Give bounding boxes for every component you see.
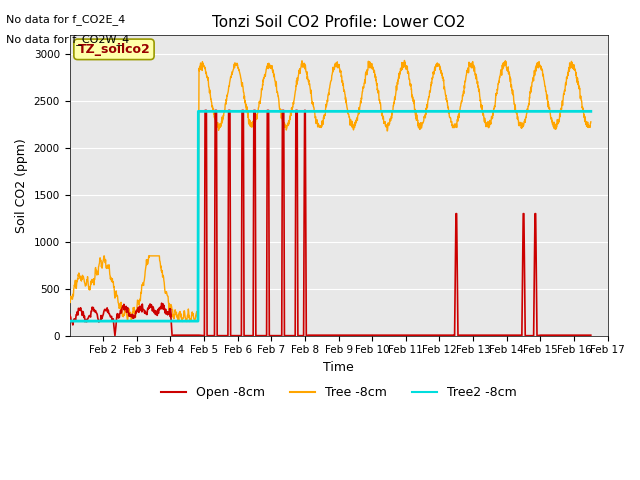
Text: TZ_soilco2: TZ_soilco2 — [77, 43, 150, 56]
Text: No data for f_CO2W_4: No data for f_CO2W_4 — [6, 34, 130, 45]
X-axis label: Time: Time — [323, 361, 354, 374]
Title: Tonzi Soil CO2 Profile: Lower CO2: Tonzi Soil CO2 Profile: Lower CO2 — [212, 15, 465, 30]
Legend: Open -8cm, Tree -8cm, Tree2 -8cm: Open -8cm, Tree -8cm, Tree2 -8cm — [156, 382, 522, 405]
Text: No data for f_CO2E_4: No data for f_CO2E_4 — [6, 14, 125, 25]
Y-axis label: Soil CO2 (ppm): Soil CO2 (ppm) — [15, 138, 28, 233]
